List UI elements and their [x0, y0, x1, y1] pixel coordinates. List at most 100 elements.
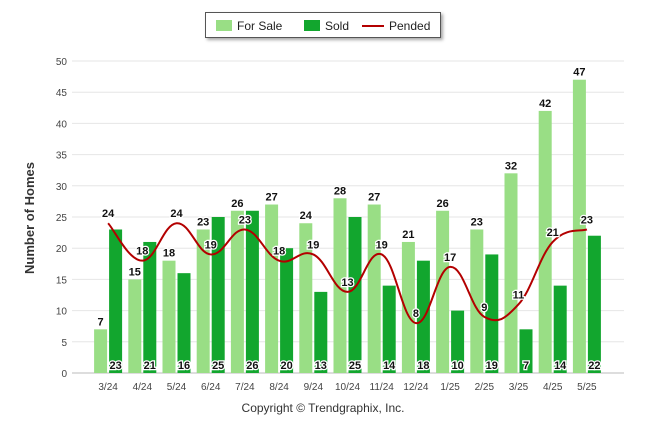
- legend-item-sold[interactable]: Sold: [304, 18, 349, 34]
- data-label-sold: 18: [417, 360, 429, 372]
- x-tick-label: 11/24: [370, 382, 395, 393]
- data-label-sold: 14: [554, 360, 567, 372]
- x-tick-labels: 3/24 4/24 5/24 6/24 7/24 8/24 9/24 10/24 11/24 12…: [98, 382, 597, 393]
- data-label-sold: 21: [144, 360, 156, 372]
- x-tick-label: 4/25: [543, 382, 563, 393]
- x-tick-label: 1/25: [440, 382, 460, 393]
- bar-for-sale: [299, 223, 313, 373]
- data-label-for-sale: 47: [573, 67, 585, 79]
- data-label-sold: 14: [383, 360, 396, 372]
- copyright-footer: Copyright © Trendgraphix, Inc.: [241, 401, 405, 415]
- y-tick-label: 50: [56, 57, 68, 68]
- y-axis-title: Number of Homes: [22, 162, 37, 274]
- bar-sold: [109, 229, 123, 373]
- pended-swatch: [362, 25, 384, 27]
- y-tick-label: 0: [61, 369, 67, 380]
- data-label-sold: 26: [246, 360, 258, 372]
- bar-for-sale: [230, 210, 244, 373]
- bar-sold: [143, 241, 157, 373]
- bar-sold: [280, 248, 294, 373]
- data-label-pended: 21: [547, 227, 559, 239]
- x-tick-label: 12/24: [403, 382, 428, 393]
- data-label-for-sale: 18: [163, 248, 175, 260]
- bar-sold: [211, 217, 225, 373]
- bar-for-sale: [470, 229, 484, 373]
- legend: For Sale Sold Pended: [205, 12, 441, 38]
- data-label-pended: 24: [102, 208, 115, 220]
- data-label-for-sale: 24: [300, 210, 313, 222]
- y-tick-label: 30: [56, 182, 68, 193]
- data-label-pended: 17: [444, 252, 456, 264]
- data-label-pended: 13: [341, 277, 353, 289]
- bar-sold: [314, 291, 328, 373]
- bar-for-sale: [504, 173, 518, 373]
- y-tick-label: 20: [56, 244, 68, 255]
- for-sale-swatch: [216, 20, 232, 31]
- y-tick-label: 35: [56, 151, 68, 162]
- bar-for-sale: [333, 198, 347, 373]
- data-label-sold: 13: [315, 360, 327, 372]
- x-tick-label: 6/24: [201, 382, 221, 393]
- bar-sold: [587, 235, 601, 373]
- data-label-for-sale: 27: [368, 192, 380, 204]
- data-label-for-sale: 23: [197, 216, 209, 228]
- data-label-for-sale: 27: [265, 192, 277, 204]
- x-tick-label: 3/25: [509, 382, 529, 393]
- data-label-pended: 18: [136, 246, 148, 258]
- x-tick-label: 4/24: [133, 382, 153, 393]
- data-label-for-sale: 32: [505, 160, 517, 172]
- x-tick-label: 9/24: [304, 382, 324, 393]
- data-label-sold: 20: [280, 360, 292, 372]
- data-label-for-sale: 26: [231, 198, 243, 210]
- y-tick-label: 5: [61, 338, 67, 349]
- bar-for-sale: [436, 210, 450, 373]
- data-label-sold: 22: [588, 360, 600, 372]
- data-label-for-sale: 15: [129, 266, 141, 278]
- data-label-for-sale: 23: [471, 216, 483, 228]
- data-label-pended: 19: [205, 239, 217, 251]
- data-label-sold: 10: [451, 360, 463, 372]
- data-label-pended: 19: [376, 239, 388, 251]
- legend-label-sold: Sold: [325, 19, 350, 33]
- bar-for-sale: [367, 204, 381, 373]
- x-tick-label: 10/24: [335, 382, 360, 393]
- data-labels: 7 23 15 21 18 16 23 25 26 26 27 20 24 13 28 25 27 14 21 18 2…: [96, 65, 601, 373]
- bar-for-sale: [572, 79, 586, 373]
- data-label-pended: 23: [239, 214, 251, 226]
- bar-for-sale: [94, 329, 108, 373]
- bar-sold: [485, 254, 499, 373]
- x-tick-label: 7/24: [235, 382, 255, 393]
- data-label-pended: 19: [307, 239, 319, 251]
- y-tick-label: 25: [56, 213, 68, 224]
- legend-item-pended[interactable]: Pended: [362, 18, 430, 34]
- data-label-for-sale: 26: [436, 198, 448, 210]
- x-tick-label: 8/24: [269, 382, 289, 393]
- x-tick-label: 2/25: [475, 382, 495, 393]
- bar-for-sale: [538, 110, 552, 374]
- x-tick-label: 5/25: [577, 382, 597, 393]
- bar-for-sale: [401, 241, 415, 373]
- bars: [94, 79, 601, 374]
- legend-item-for-sale[interactable]: For Sale: [216, 18, 282, 34]
- y-tick-label: 40: [56, 119, 68, 130]
- y-tick-label: 15: [56, 275, 68, 286]
- data-label-sold: 19: [486, 360, 498, 372]
- y-axis-title-wrap: Number of Homes: [22, 162, 37, 274]
- sold-swatch: [304, 20, 320, 31]
- bar-for-sale: [162, 260, 176, 373]
- data-label-pended: 24: [170, 208, 183, 220]
- bar-sold: [519, 329, 533, 373]
- bar-sold: [348, 217, 362, 373]
- data-label-sold: 25: [349, 360, 361, 372]
- legend-label-pended: Pended: [389, 19, 431, 33]
- data-label-sold: 7: [523, 360, 529, 372]
- data-label-pended: 8: [413, 308, 419, 320]
- data-label-for-sale: 42: [539, 98, 551, 110]
- bar-sold: [382, 285, 396, 373]
- pended-line: [107, 222, 588, 325]
- data-label-pended: 23: [581, 214, 593, 226]
- data-label-for-sale: 28: [334, 185, 346, 197]
- pended-line-group: [107, 222, 588, 325]
- bar-for-sale: [265, 204, 279, 373]
